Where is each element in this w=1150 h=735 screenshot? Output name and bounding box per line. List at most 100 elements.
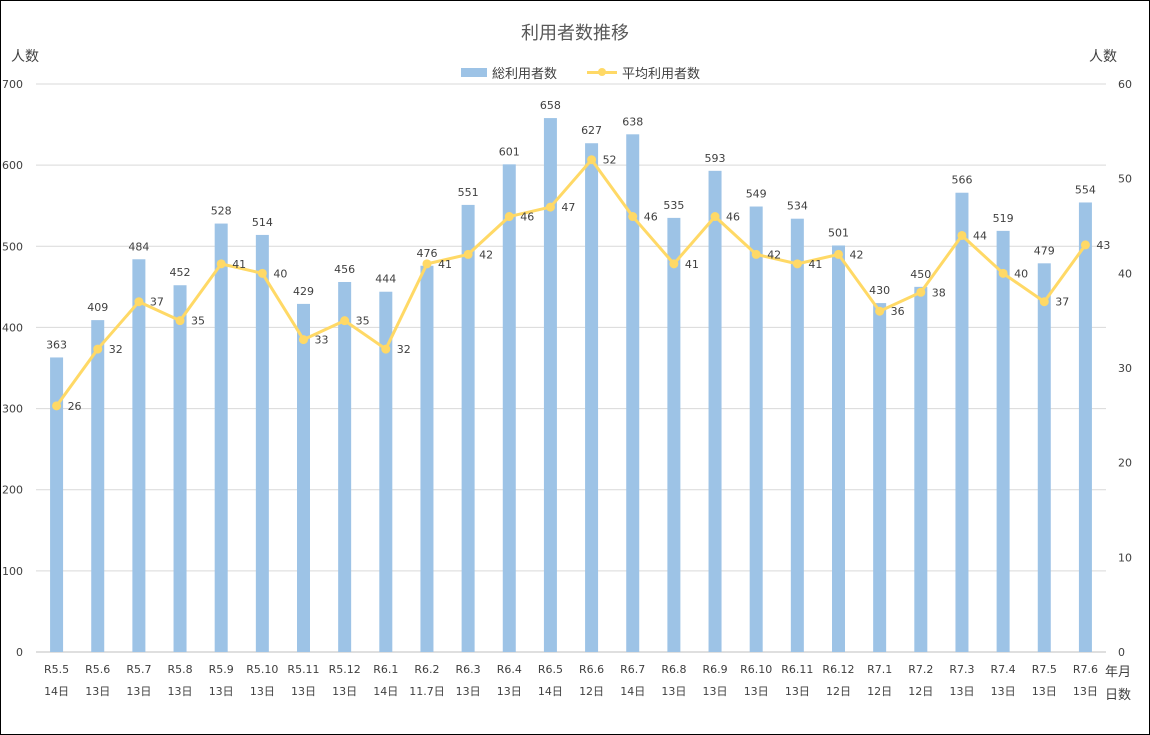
line-point [751, 249, 761, 259]
legend-line-label: 平均利用者数 [622, 67, 701, 82]
line-value-label: 47 [561, 201, 575, 214]
line-value-label: 42 [479, 248, 493, 261]
bar [461, 204, 475, 652]
bar-value-label: 528 [211, 205, 232, 218]
x-tick-days: 13日 [85, 685, 110, 698]
x-tick-label: R7.5 [1032, 663, 1057, 676]
line-point [93, 344, 103, 354]
x-tick-label: R5.5 [44, 663, 69, 676]
line-value-label: 44 [973, 229, 987, 242]
x-tick-days: 12日 [908, 685, 933, 698]
line-point [52, 401, 62, 411]
y-tick-left: 500 [2, 240, 23, 253]
line-value-label: 41 [438, 258, 452, 271]
x-tick-label: R7.2 [908, 663, 933, 676]
line-point [257, 268, 267, 278]
bar [832, 245, 845, 652]
bar-value-label: 658 [540, 99, 561, 112]
x-axis-unit-month: 年月 [1105, 665, 1132, 680]
y-tick-left: 100 [2, 565, 23, 578]
line-value-label: 35 [356, 315, 370, 328]
bar [420, 265, 434, 652]
bar [173, 285, 187, 652]
x-tick-days: 13日 [332, 685, 357, 698]
bar-value-label: 479 [1034, 244, 1055, 257]
x-tick-label: R6.2 [414, 663, 439, 676]
x-axis-unit-days: 日数 [1105, 688, 1132, 703]
x-tick-label: R5.9 [209, 663, 234, 676]
x-tick-days: 12日 [867, 685, 892, 698]
y-tick-left: 600 [2, 159, 23, 172]
line-point [134, 297, 144, 307]
bar [667, 217, 681, 652]
x-tick-days: 13日 [250, 685, 275, 698]
y-tick-right: 40 [1118, 267, 1132, 280]
bar [1037, 263, 1051, 652]
bar-value-label: 593 [705, 152, 726, 165]
bar [543, 118, 557, 652]
x-tick-label: R6.6 [579, 663, 604, 676]
bar-value-label: 534 [787, 200, 808, 213]
line-point [463, 249, 473, 259]
x-tick-label: R6.10 [740, 663, 772, 676]
x-tick-days: 13日 [1032, 685, 1057, 698]
x-tick-label: R6.12 [822, 663, 854, 676]
x-tick-label: R7.3 [949, 663, 974, 676]
line-point [504, 212, 514, 222]
x-tick-days: 13日 [703, 685, 728, 698]
x-tick-label: R6.5 [538, 663, 563, 676]
x-tick-label: R7.6 [1073, 663, 1098, 676]
line-value-label: 43 [1096, 239, 1110, 252]
y-tick-left: 0 [16, 646, 23, 659]
legend-line-swatch [587, 68, 618, 76]
bar-value-label: 409 [87, 301, 108, 314]
x-tick-label: R7.4 [991, 663, 1016, 676]
bar [708, 170, 722, 652]
line-value-label: 42 [850, 248, 864, 261]
line-value-label: 40 [1014, 267, 1028, 280]
bar-value-label: 456 [334, 263, 355, 276]
line-value-label: 33 [315, 334, 329, 347]
line-point [587, 155, 597, 165]
x-tick-days: 13日 [1073, 685, 1098, 698]
x-tick-days: 14日 [538, 685, 563, 698]
line-point [175, 316, 185, 326]
line-point [216, 259, 226, 269]
x-tick-days: 13日 [991, 685, 1016, 698]
bar [790, 218, 804, 652]
x-tick-label: R5.8 [167, 663, 192, 676]
bar-value-label: 501 [828, 226, 849, 239]
line-value-label: 37 [1055, 296, 1069, 309]
y-tick-left: 700 [2, 78, 23, 91]
y-tick-left: 400 [2, 321, 23, 334]
bar-value-label: 638 [622, 115, 643, 128]
line-point [998, 268, 1008, 278]
x-tick-days: 13日 [497, 685, 522, 698]
line-point [916, 287, 926, 297]
x-tick-days: 11.7日 [409, 685, 445, 698]
bar [749, 206, 763, 653]
x-tick-days: 12日 [826, 685, 851, 698]
bar-value-label: 627 [581, 124, 602, 137]
x-tick-days: 14日 [373, 685, 398, 698]
x-tick-days: 13日 [744, 685, 769, 698]
line-point [834, 249, 843, 259]
bar [91, 320, 105, 652]
bar [379, 291, 393, 652]
bar [996, 230, 1010, 652]
bar-value-label: 430 [869, 284, 890, 297]
bar [502, 164, 516, 652]
bar-value-label: 535 [663, 199, 684, 212]
line-value-label: 26 [68, 400, 82, 413]
legend-bar-label: 総利用者数 [492, 67, 558, 82]
line-value-label: 52 [603, 154, 617, 167]
bar-value-label: 554 [1075, 183, 1096, 196]
bar [955, 192, 969, 652]
x-tick-label: R6.4 [497, 663, 522, 676]
line-value-label: 42 [767, 248, 781, 261]
bar [585, 143, 599, 652]
y-tick-right: 50 [1118, 173, 1132, 186]
bar [626, 134, 640, 652]
